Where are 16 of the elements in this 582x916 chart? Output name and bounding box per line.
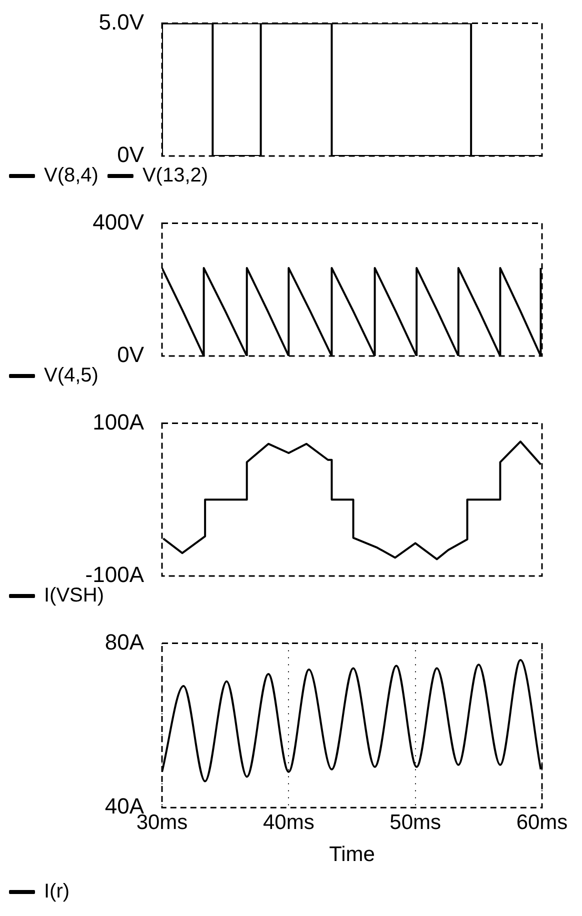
legend-label: V(4,5) xyxy=(44,364,98,387)
x-tick-label: 50ms xyxy=(390,810,442,834)
y-tick-label: 0V xyxy=(117,142,144,168)
legend-label: V(8,4) xyxy=(44,164,98,187)
x-axis-title: Time xyxy=(329,843,375,866)
x-tick-label: 40ms xyxy=(262,810,314,834)
legend-label: I(r) xyxy=(44,880,70,903)
x-tick-label: 60ms xyxy=(516,810,568,834)
y-tick-label: 400V xyxy=(92,209,144,234)
y-tick-label: 0V xyxy=(117,342,144,368)
y-tick-label: 5.0V xyxy=(98,9,144,34)
y-tick-label: -100A xyxy=(85,562,144,588)
y-tick-label: 100A xyxy=(92,409,144,434)
legend-label: I(VSH) xyxy=(44,584,104,607)
legend-label: V(13,2) xyxy=(142,164,208,187)
y-tick-label: 80A xyxy=(104,629,144,654)
